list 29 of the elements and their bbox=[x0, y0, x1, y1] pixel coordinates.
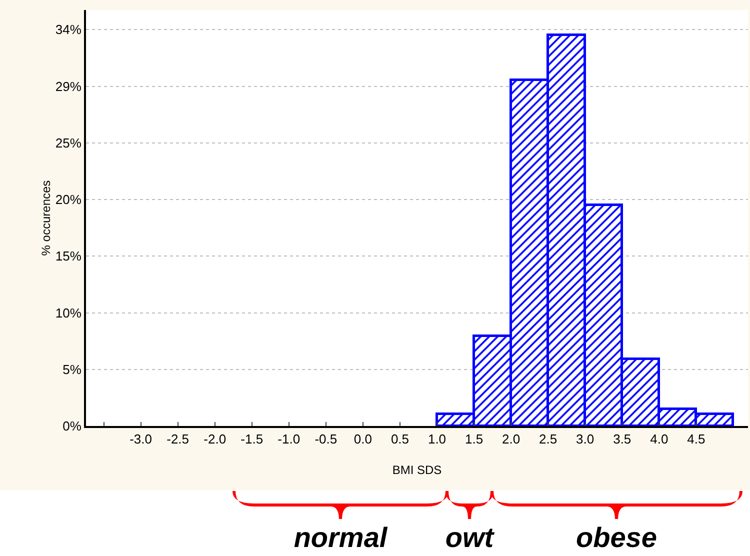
x-tick-label: -2.0 bbox=[204, 432, 226, 447]
y-axis-title: % occurences bbox=[39, 180, 54, 256]
y-tick-label: 5% bbox=[62, 362, 82, 377]
x-tick-label: -2.5 bbox=[166, 432, 190, 447]
x-tick-label: -1.0 bbox=[278, 432, 300, 447]
x-tick-label: 1.0 bbox=[428, 432, 446, 447]
x-tick-label: 3.0 bbox=[576, 432, 594, 447]
x-tick-label: 2.5 bbox=[539, 432, 558, 447]
y-tick-label: 29% bbox=[55, 78, 82, 94]
text: owt bbox=[445, 522, 494, 554]
y-tick-label: 10% bbox=[55, 305, 82, 320]
x-tick-label: 3.5 bbox=[613, 432, 632, 447]
x-tick-label: 2.0 bbox=[502, 432, 520, 447]
x-tick-label: -0.5 bbox=[314, 432, 338, 447]
text: obese bbox=[576, 522, 657, 554]
x-tick-label: 4.5 bbox=[687, 432, 706, 447]
y-tick-label: 34% bbox=[55, 22, 82, 38]
x-tick-label: -3.0 bbox=[130, 432, 152, 447]
x-tick-label: 0.5 bbox=[390, 432, 410, 447]
text: normal bbox=[294, 522, 388, 554]
x-tick-label: 0.0 bbox=[354, 432, 372, 447]
x-tick-label: -1.5 bbox=[240, 432, 264, 447]
x-tick-label: 1.5 bbox=[464, 432, 484, 447]
y-tick-label: 20% bbox=[55, 192, 82, 208]
x-axis-title: BMI SDS bbox=[392, 463, 442, 477]
y-tick-label: 0% bbox=[62, 418, 82, 434]
y-tick-label: 25% bbox=[55, 135, 82, 150]
y-tick-label: 15% bbox=[55, 248, 82, 264]
x-tick-label: 4.0 bbox=[650, 432, 668, 447]
